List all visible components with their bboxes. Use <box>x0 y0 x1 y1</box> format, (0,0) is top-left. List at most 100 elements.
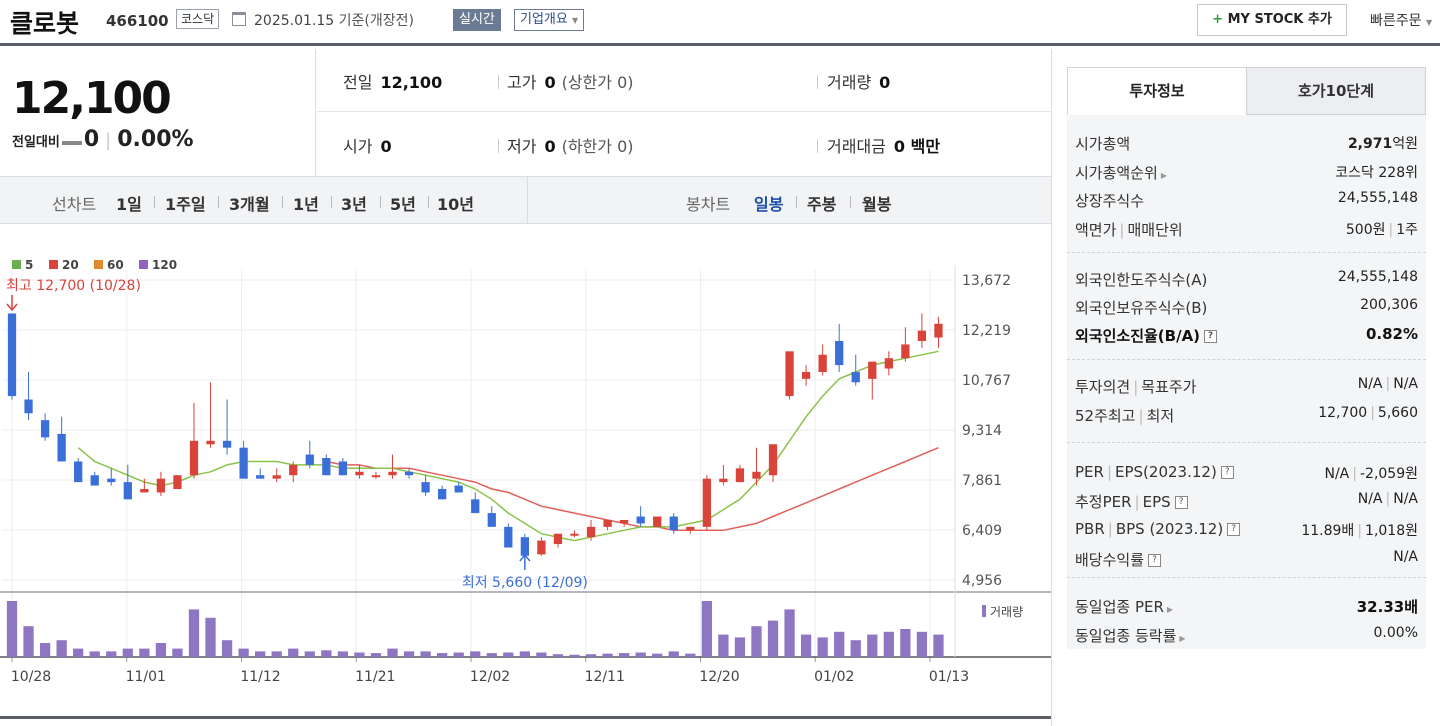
candle-body <box>487 513 496 527</box>
volume-bar <box>39 643 51 657</box>
candle-body <box>619 519 629 524</box>
sector-change-row[interactable]: 동일업종 등락률 ▶ 0.00% <box>1075 625 1418 645</box>
candle-monthly[interactable]: 월봉 <box>862 195 892 214</box>
volume-bar <box>453 652 464 657</box>
candle-body <box>884 358 893 369</box>
volume-bar <box>668 651 679 657</box>
price-chart[interactable]: 13,672 12,219 10,767 9,314 7,861 6,409 4,956 10… <box>0 225 1051 695</box>
candle-body <box>504 526 513 548</box>
plus-icon: + <box>1212 12 1224 27</box>
company-overview-button[interactable]: 기업개요 ▼ <box>514 9 585 31</box>
period-1y[interactable]: 1년 <box>293 195 319 214</box>
candle-body <box>40 420 50 438</box>
candle-body <box>107 478 116 483</box>
market-cap-rank-row[interactable]: 시가총액순위 ▶ 코스닥 228위 <box>1075 164 1418 182</box>
candle-body <box>156 478 166 493</box>
stock-code: 466100 <box>106 12 169 30</box>
tab-order-book[interactable]: 호가10단계 <box>1246 67 1426 115</box>
x-tick-label: 12/11 <box>585 669 625 685</box>
candle-body <box>421 482 430 493</box>
volume-bar <box>122 648 133 657</box>
foreign-ratio-row: 외국인소진율(B/A)? 0.82% <box>1075 325 1418 345</box>
candle-body <box>653 516 662 527</box>
candle-body <box>206 440 215 445</box>
candle-body <box>735 468 745 483</box>
volume-bar <box>139 648 150 657</box>
volume-bar <box>188 609 200 657</box>
period-3y[interactable]: 3년 <box>341 195 367 214</box>
volume-bar <box>685 653 696 657</box>
current-price: 12,100 <box>12 73 172 124</box>
legend-swatch <box>139 260 148 269</box>
volume-bar <box>288 648 299 657</box>
candle-daily[interactable]: 일봉 <box>754 195 784 214</box>
period-5y[interactable]: 5년 <box>390 195 416 214</box>
volume-bar <box>321 650 332 657</box>
volume-bar <box>271 651 282 657</box>
legend-swatch <box>94 260 103 269</box>
listed-shares-row: 상장주식수 24,555,148 <box>1075 190 1418 210</box>
candle-body <box>7 313 17 397</box>
period-1w[interactable]: 1주일 <box>165 195 206 214</box>
add-mystock-button[interactable]: + MY STOCK 추가 <box>1197 4 1347 36</box>
arrow-down-icon <box>6 295 18 312</box>
change-value: 0 <box>83 127 100 152</box>
investment-panel: 투자정보 호가10단계 시가총액 2,971억원 시가총액순위 ▶ 코스닥 228위 … <box>1051 49 1440 726</box>
period-1d[interactable]: 1일 <box>116 195 142 214</box>
period-10y[interactable]: 10년 <box>437 195 474 214</box>
volume-bar <box>172 648 183 657</box>
volume-bar <box>470 651 481 657</box>
y-tick-label: 10,767 <box>962 373 1011 389</box>
volume-bar <box>718 634 729 657</box>
help-icon[interactable]: ? <box>1227 523 1241 536</box>
market-badge: 코스닥 <box>176 9 220 29</box>
candle-body <box>537 540 546 555</box>
period-3m[interactable]: 3개월 <box>229 195 270 214</box>
candle-body <box>305 454 314 465</box>
volume-bar <box>751 626 762 657</box>
candle-body <box>868 361 877 379</box>
volume-bar <box>834 631 845 657</box>
candle-weekly[interactable]: 주봉 <box>807 195 837 214</box>
candle-body <box>355 471 364 476</box>
base-date: 2025.01.15 기준(개장전) <box>254 13 414 29</box>
high-price: 고가 0 (상한가 0) <box>507 73 634 92</box>
candle-body <box>669 516 678 531</box>
volume: 거래량 0 <box>827 73 891 92</box>
volume-bar <box>585 654 597 657</box>
candle-body <box>570 533 579 536</box>
candle-body <box>74 461 83 483</box>
w52-row: 52주최고 | 최저 12,700 | 5,660 <box>1075 405 1418 425</box>
candle-body <box>90 475 99 486</box>
volume-bar <box>883 631 894 657</box>
candle-body <box>438 488 447 500</box>
quick-order-button[interactable]: 빠른주문 ▼ <box>1370 13 1433 29</box>
help-icon[interactable]: ? <box>1204 330 1218 343</box>
help-icon[interactable]: ? <box>1174 496 1188 509</box>
sector-per-row[interactable]: 동일업종 PER ▶ 32.33배 <box>1075 598 1418 616</box>
volume-bar <box>337 651 349 657</box>
help-icon[interactable]: ? <box>1148 554 1162 567</box>
volume-label: 거래량 <box>990 605 1023 619</box>
chart-canvas[interactable]: 13,672 12,219 10,767 9,314 7,861 6,409 4,956 10… <box>0 225 1051 695</box>
legend-swatch <box>12 260 21 269</box>
change-rate: 0.00% <box>117 127 194 152</box>
volume-bar <box>354 652 365 657</box>
candle-body <box>189 440 199 476</box>
tab-investment-info[interactable]: 투자정보 <box>1067 67 1247 115</box>
candle-chart-label: 봉차트 <box>686 195 731 214</box>
volume-bar <box>420 651 431 657</box>
volume-bar <box>800 634 812 657</box>
volume-bar <box>734 637 746 657</box>
market-cap-row: 시가총액 2,971억원 <box>1075 135 1418 153</box>
x-tick-label: 11/12 <box>240 669 280 685</box>
candle-body <box>934 323 943 338</box>
x-tick-label: 10/28 <box>11 669 51 685</box>
realtime-button[interactable]: 실시간 <box>453 9 501 31</box>
help-icon[interactable]: ? <box>1220 466 1234 479</box>
volume-bar <box>89 651 100 657</box>
est-per-row: 추정PER | EPS? N/A | N/A <box>1075 491 1418 511</box>
x-tick-label: 12/02 <box>470 669 510 685</box>
caret-right-icon: ▶ <box>1166 605 1174 614</box>
candle-body <box>272 475 281 479</box>
